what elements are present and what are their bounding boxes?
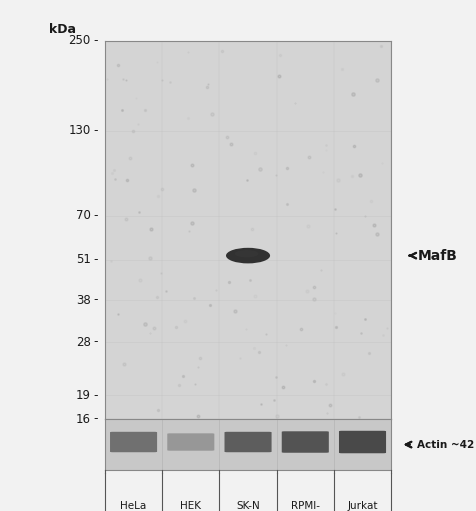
Text: kDa: kDa	[49, 23, 76, 36]
Text: 38: 38	[76, 293, 90, 307]
Text: MafB: MafB	[416, 249, 456, 263]
Text: RPMI-
8226: RPMI- 8226	[290, 501, 319, 511]
Text: -: -	[93, 293, 98, 307]
Text: -: -	[93, 34, 98, 48]
Text: 16: 16	[76, 412, 90, 426]
Text: -: -	[93, 412, 98, 426]
FancyBboxPatch shape	[224, 432, 271, 452]
FancyBboxPatch shape	[110, 432, 157, 452]
Text: HeLa: HeLa	[120, 501, 147, 511]
Text: 51: 51	[76, 253, 90, 266]
FancyBboxPatch shape	[338, 431, 385, 453]
Text: -: -	[93, 253, 98, 266]
FancyBboxPatch shape	[281, 431, 328, 453]
FancyBboxPatch shape	[167, 433, 214, 451]
Text: -: -	[93, 210, 98, 222]
Ellipse shape	[234, 250, 258, 258]
Text: 130: 130	[68, 124, 90, 137]
Ellipse shape	[226, 248, 269, 263]
Text: -: -	[93, 124, 98, 137]
Text: 250: 250	[68, 34, 90, 48]
Text: Actin ~42 kDa: Actin ~42 kDa	[416, 439, 476, 450]
Text: SK-N
-MC: SK-N -MC	[236, 501, 259, 511]
Text: 70: 70	[76, 210, 90, 222]
Text: Jurkat: Jurkat	[347, 501, 377, 511]
Text: -: -	[93, 389, 98, 402]
Text: 19: 19	[76, 389, 90, 402]
Text: -: -	[93, 336, 98, 349]
Text: HEK
293T: HEK 293T	[178, 501, 203, 511]
Text: 28: 28	[76, 336, 90, 349]
